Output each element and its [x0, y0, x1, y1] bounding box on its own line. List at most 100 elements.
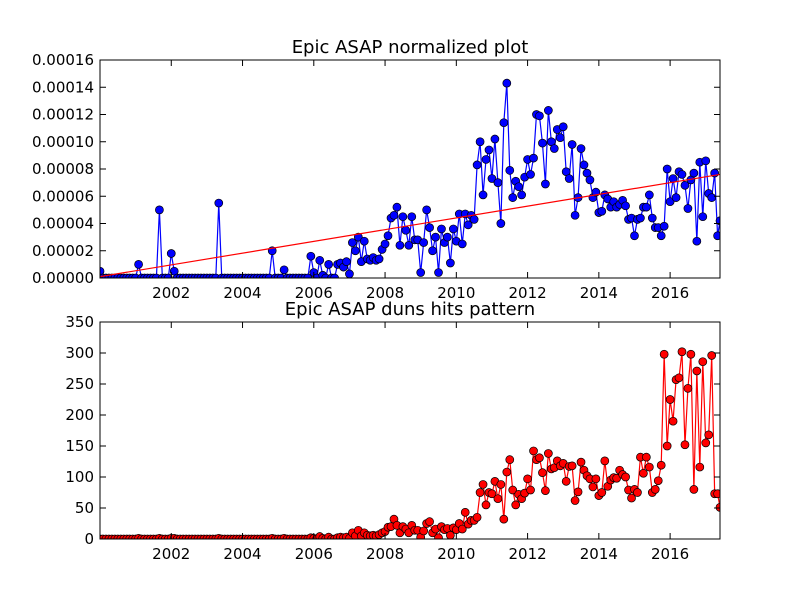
bottom-data-point	[535, 453, 544, 463]
top-chart: Epic ASAP normalized plot 2002 2004 2006 20…	[32, 37, 721, 302]
bottom-data-point	[481, 500, 491, 510]
top-data-point	[621, 201, 630, 211]
bottom-data-point	[591, 474, 601, 484]
top-data-point	[407, 212, 417, 222]
top-y-axis: 0.00000 0.00002 0.00004 0.00006 0.00008 0.000…	[32, 51, 720, 287]
bottom-plot-area	[100, 347, 720, 539]
top-data-point	[324, 260, 333, 269]
top-data-point	[214, 198, 224, 208]
bottom-data-point	[425, 517, 434, 526]
top-data-point	[100, 266, 105, 276]
bottom-data-point	[576, 457, 586, 467]
top-data-point	[585, 175, 595, 185]
top-x-tick-label: 2008	[366, 284, 404, 302]
top-data-point	[493, 178, 503, 187]
top-data-point	[437, 224, 446, 234]
top-data-point	[644, 190, 654, 200]
top-data-point	[641, 202, 651, 212]
bottom-data-point	[686, 349, 696, 359]
top-data-point	[508, 193, 518, 202]
top-y-tick-label: 0.00010	[32, 133, 94, 151]
top-data-point	[514, 182, 524, 192]
top-data-point	[526, 170, 535, 179]
bottom-data-point	[659, 349, 669, 359]
bottom-data-point	[621, 472, 630, 482]
top-data-point	[715, 216, 720, 226]
top-data-point	[570, 210, 580, 220]
bottom-data-point	[680, 440, 690, 450]
bottom-data-point	[508, 485, 518, 495]
bottom-data-point	[446, 530, 455, 539]
top-trend-line	[100, 173, 720, 278]
bottom-x-axis: 2002 2004 2006 2008 2010 2012 2014 2016	[152, 322, 689, 563]
top-data-point	[166, 249, 176, 258]
top-data-point	[630, 231, 639, 241]
bottom-y-axis: 0 50 100 150 200 250 300 350	[65, 313, 720, 548]
bottom-x-tick-label: 2012	[508, 545, 546, 563]
bottom-data-point	[692, 366, 702, 376]
bottom-data-point	[600, 456, 610, 466]
top-x-axis: 2002 2004 2006 2008 2010 2012 2014 2016	[152, 60, 689, 302]
top-x-tick-label: 2014	[580, 284, 618, 302]
bottom-data-point	[662, 441, 672, 451]
bottom-data-point	[496, 480, 506, 489]
bottom-y-tick-label: 150	[65, 437, 94, 455]
top-y-tick-label: 0.00000	[32, 269, 94, 287]
bottom-data-point	[707, 351, 717, 360]
bottom-data-point	[653, 476, 663, 486]
bottom-data-point	[683, 383, 693, 393]
top-data-point	[555, 133, 565, 143]
top-data-point	[395, 240, 405, 250]
top-data-point	[701, 156, 711, 166]
top-data-point	[478, 190, 488, 200]
top-data-point	[389, 210, 399, 220]
bottom-data-point	[538, 468, 547, 478]
bottom-data-point	[505, 455, 515, 464]
bottom-chart: Epic ASAP duns hits pattern 2002 2004 2006…	[65, 299, 721, 563]
top-data-point	[683, 204, 693, 213]
top-data-point	[636, 213, 645, 223]
top-data-point	[380, 239, 390, 249]
bottom-data-point	[668, 416, 678, 426]
top-data-point	[348, 238, 357, 247]
top-data-point	[713, 231, 720, 241]
bottom-data-point	[695, 462, 705, 472]
bottom-data-point	[526, 485, 535, 495]
bottom-data-point	[567, 461, 577, 471]
bottom-y-tick-label: 100	[65, 468, 94, 486]
bottom-data-point	[650, 485, 660, 494]
top-data-point	[579, 160, 589, 170]
top-data-point	[692, 236, 702, 246]
bottom-y-tick-label: 250	[65, 375, 94, 393]
top-data-point	[398, 212, 408, 222]
top-data-point	[446, 258, 455, 268]
bottom-data-point	[665, 395, 675, 404]
top-y-tick-label: 0.00002	[32, 242, 94, 260]
bottom-x-tick-label: 2014	[580, 545, 618, 563]
bottom-data-point	[478, 480, 488, 489]
top-x-tick-label: 2004	[223, 284, 261, 302]
top-data-point	[469, 215, 479, 224]
top-data-point	[306, 251, 316, 261]
bottom-data-point	[588, 482, 598, 492]
top-data-point	[443, 232, 452, 242]
bottom-data-point	[475, 488, 485, 497]
bottom-data-point	[457, 524, 467, 534]
bottom-data-point	[656, 460, 666, 470]
top-data-point	[383, 231, 393, 241]
top-data-point	[155, 205, 164, 215]
top-data-point	[576, 144, 586, 153]
bottom-data-point	[544, 449, 553, 458]
top-x-tick-label: 2016	[651, 284, 689, 302]
top-y-tick-label: 0.00008	[32, 160, 94, 178]
top-data-point	[541, 179, 550, 189]
top-series-group	[100, 78, 720, 278]
bottom-y-tick-label: 0	[84, 530, 94, 548]
top-data-point	[422, 205, 431, 215]
top-y-tick-label: 0.00006	[32, 187, 94, 205]
top-x-tick-label: 2012	[508, 284, 546, 302]
bottom-data-point	[713, 489, 720, 499]
top-data-point	[662, 164, 672, 174]
top-data-point	[359, 236, 369, 246]
top-data-point	[330, 273, 339, 278]
